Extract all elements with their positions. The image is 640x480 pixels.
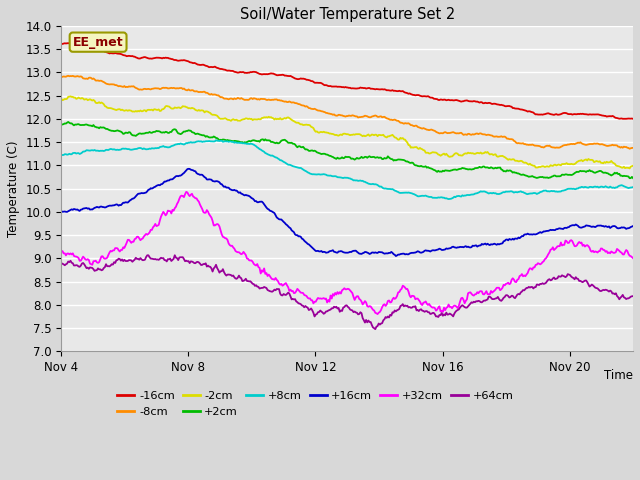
Legend: -16cm, -8cm, -2cm, +2cm, +8cm, +16cm, +32cm, +64cm: -16cm, -8cm, -2cm, +2cm, +8cm, +16cm, +3…	[113, 386, 518, 421]
Text: EE_met: EE_met	[73, 36, 124, 48]
Text: Time: Time	[604, 369, 633, 382]
Y-axis label: Temperature (C): Temperature (C)	[7, 140, 20, 237]
Title: Soil/Water Temperature Set 2: Soil/Water Temperature Set 2	[239, 7, 455, 22]
